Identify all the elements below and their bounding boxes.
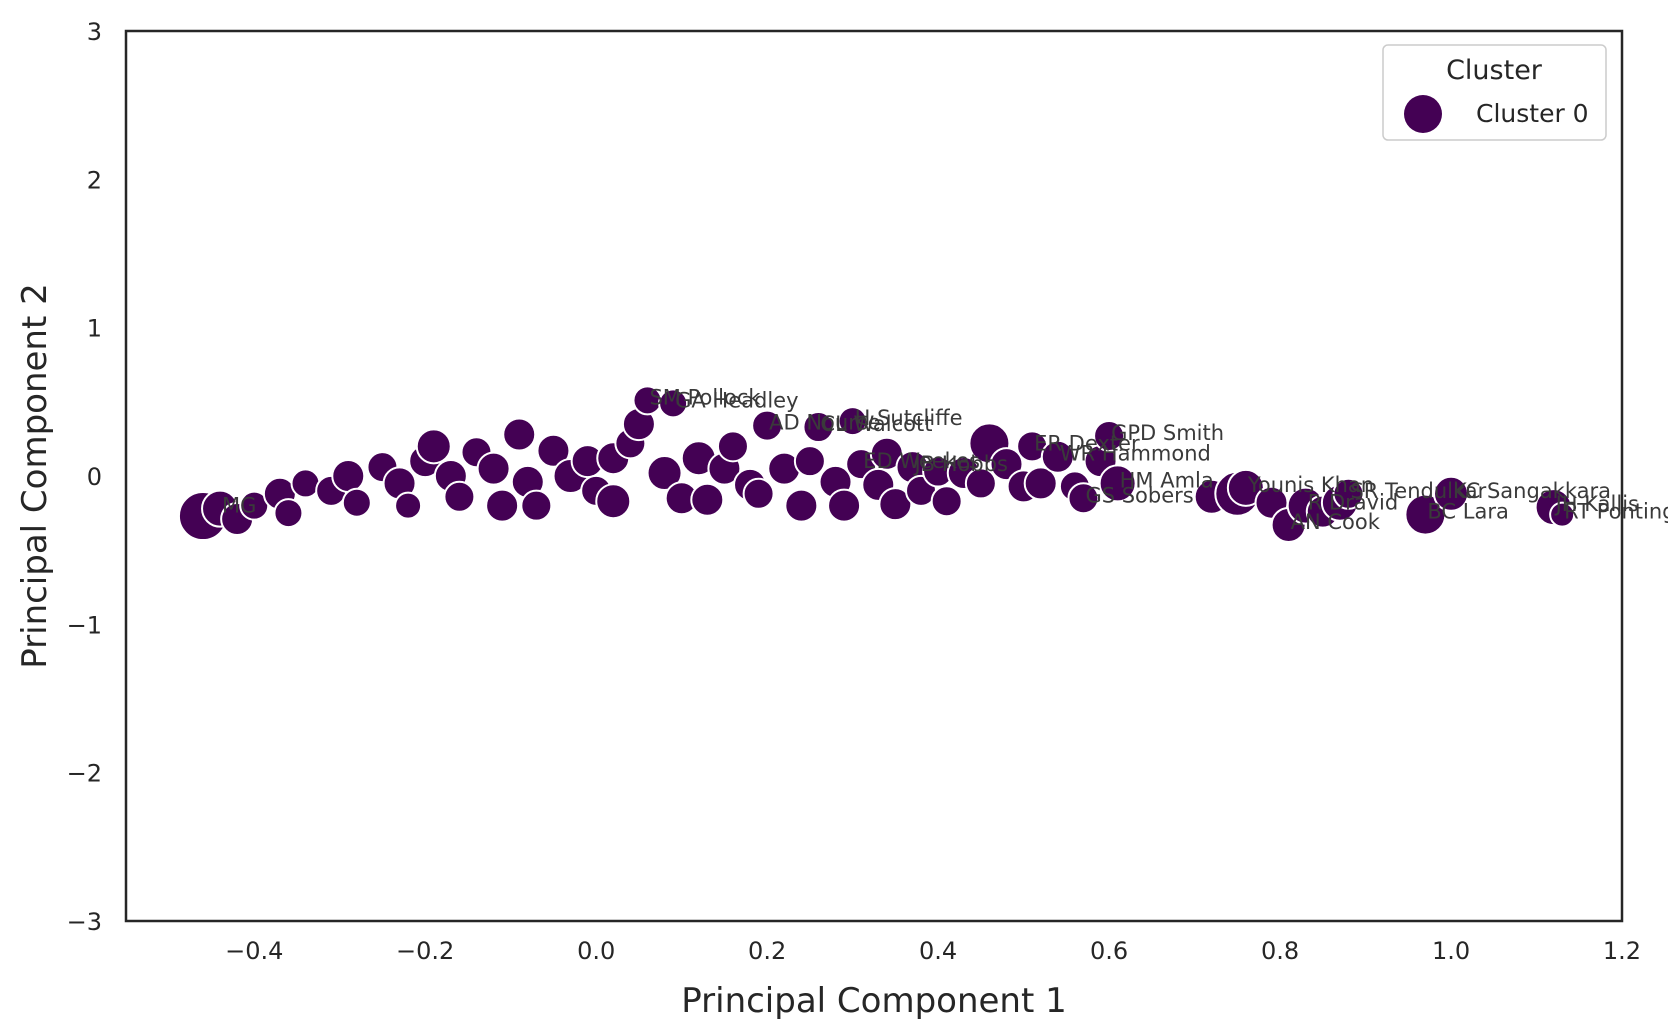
point-label: BC Lara — [1427, 500, 1508, 524]
scatter-point — [1093, 419, 1126, 452]
x-tick-label: −0.2 — [396, 937, 454, 965]
scatter-point — [1433, 475, 1470, 512]
scatter-point — [502, 417, 537, 452]
x-tick-label: 0.8 — [1261, 937, 1299, 965]
scatter-point — [485, 488, 520, 523]
scatter-point — [837, 406, 868, 437]
scatter-point — [964, 467, 997, 500]
point-label: SM Pollock — [649, 385, 761, 409]
scatter-point — [1098, 464, 1137, 503]
scatter-point — [751, 409, 784, 442]
points-layer — [177, 385, 1576, 543]
plot-frame — [124, 29, 1624, 923]
scatter-point — [690, 482, 725, 517]
y-tick-label: 2 — [87, 166, 102, 194]
point-label: GPD Smith — [1111, 421, 1224, 445]
point-label: KC Sangakkara — [1453, 479, 1611, 503]
point-label: AN Cook — [1291, 510, 1381, 534]
scatter-point — [802, 411, 835, 444]
scatter-point — [646, 455, 683, 492]
point-label: SR Tendulkar — [1350, 479, 1486, 503]
scatter-point — [716, 430, 749, 463]
y-tick-label: −1 — [67, 611, 102, 639]
point-label: R Dravid — [1308, 491, 1399, 515]
x-tick-label: 0.2 — [748, 937, 786, 965]
y-tick-label: 0 — [87, 463, 102, 491]
x-tick-label: 0.4 — [919, 937, 957, 965]
point-label: HM Amla — [1120, 468, 1214, 492]
scatter-point — [1040, 439, 1075, 474]
point-label: CL Walcott — [820, 412, 932, 436]
scatter-point — [878, 487, 913, 522]
point-label: JB Hobbs — [912, 452, 1008, 476]
scatter-point — [930, 485, 963, 518]
scatter-point — [1549, 501, 1576, 528]
scatter-point — [520, 489, 553, 522]
y-axis-label: Principal Component 2 — [15, 283, 55, 669]
x-tick-label: −0.4 — [225, 937, 283, 965]
x-axis-ticks: −0.4 −0.2 0.0 0.2 0.4 0.6 0.8 1.0 1.2 — [225, 937, 1641, 965]
scatter-point — [1023, 466, 1058, 501]
point-label: JH Kallis — [1554, 492, 1639, 516]
y-tick-label: 1 — [87, 315, 102, 343]
legend-marker — [1404, 95, 1442, 133]
y-tick-label: −2 — [67, 760, 102, 788]
scatter-point — [1404, 493, 1447, 536]
point-label: RT Ponting — [1564, 500, 1668, 524]
point-label: H Sutcliffe — [855, 406, 963, 430]
point-label: Younis Khan — [1247, 473, 1374, 497]
scatter-point — [476, 451, 511, 486]
scatter-point — [793, 445, 826, 478]
scatter-point — [536, 433, 571, 468]
y-tick-label: 3 — [87, 18, 102, 46]
point-label: WR Hammond — [1060, 442, 1211, 466]
scatter-point — [331, 459, 366, 493]
legend-entry-label: Cluster 0 — [1476, 99, 1589, 128]
scatter-point — [394, 491, 423, 520]
scatter-point — [742, 477, 775, 510]
x-tick-label: 1.0 — [1432, 937, 1470, 965]
x-tick-label: 0.6 — [1090, 937, 1128, 965]
scatter-point — [827, 488, 862, 523]
scatter-point — [658, 388, 689, 419]
point-label: AD Nourse — [769, 411, 881, 435]
scatter-point — [443, 480, 476, 513]
legend: Cluster Cluster 0 — [1382, 44, 1607, 141]
point-label: ED Weekes — [863, 449, 980, 473]
legend-title: Cluster — [1446, 55, 1543, 86]
point-label: GA Headley — [675, 388, 798, 412]
x-axis-label: Principal Component 1 — [681, 981, 1067, 1021]
scatter-point — [415, 428, 452, 465]
point-label: ER Dexter — [1034, 431, 1140, 455]
point-label: GS Sobers — [1085, 483, 1193, 507]
x-tick-label: 0.0 — [577, 937, 615, 965]
scatter-point — [273, 498, 304, 529]
y-axis-ticks: −3 −2 −1 0 1 2 3 — [67, 18, 102, 936]
scatter-point — [1067, 482, 1100, 515]
scatter-point — [595, 483, 632, 520]
x-tick-label: 1.2 — [1603, 937, 1641, 965]
scatter-point — [341, 487, 372, 518]
y-tick-label: −3 — [67, 908, 102, 936]
point-label: MG — [222, 494, 256, 518]
scatter-point — [1332, 477, 1365, 510]
scatter-point — [784, 488, 819, 523]
scatter-point — [290, 468, 321, 499]
